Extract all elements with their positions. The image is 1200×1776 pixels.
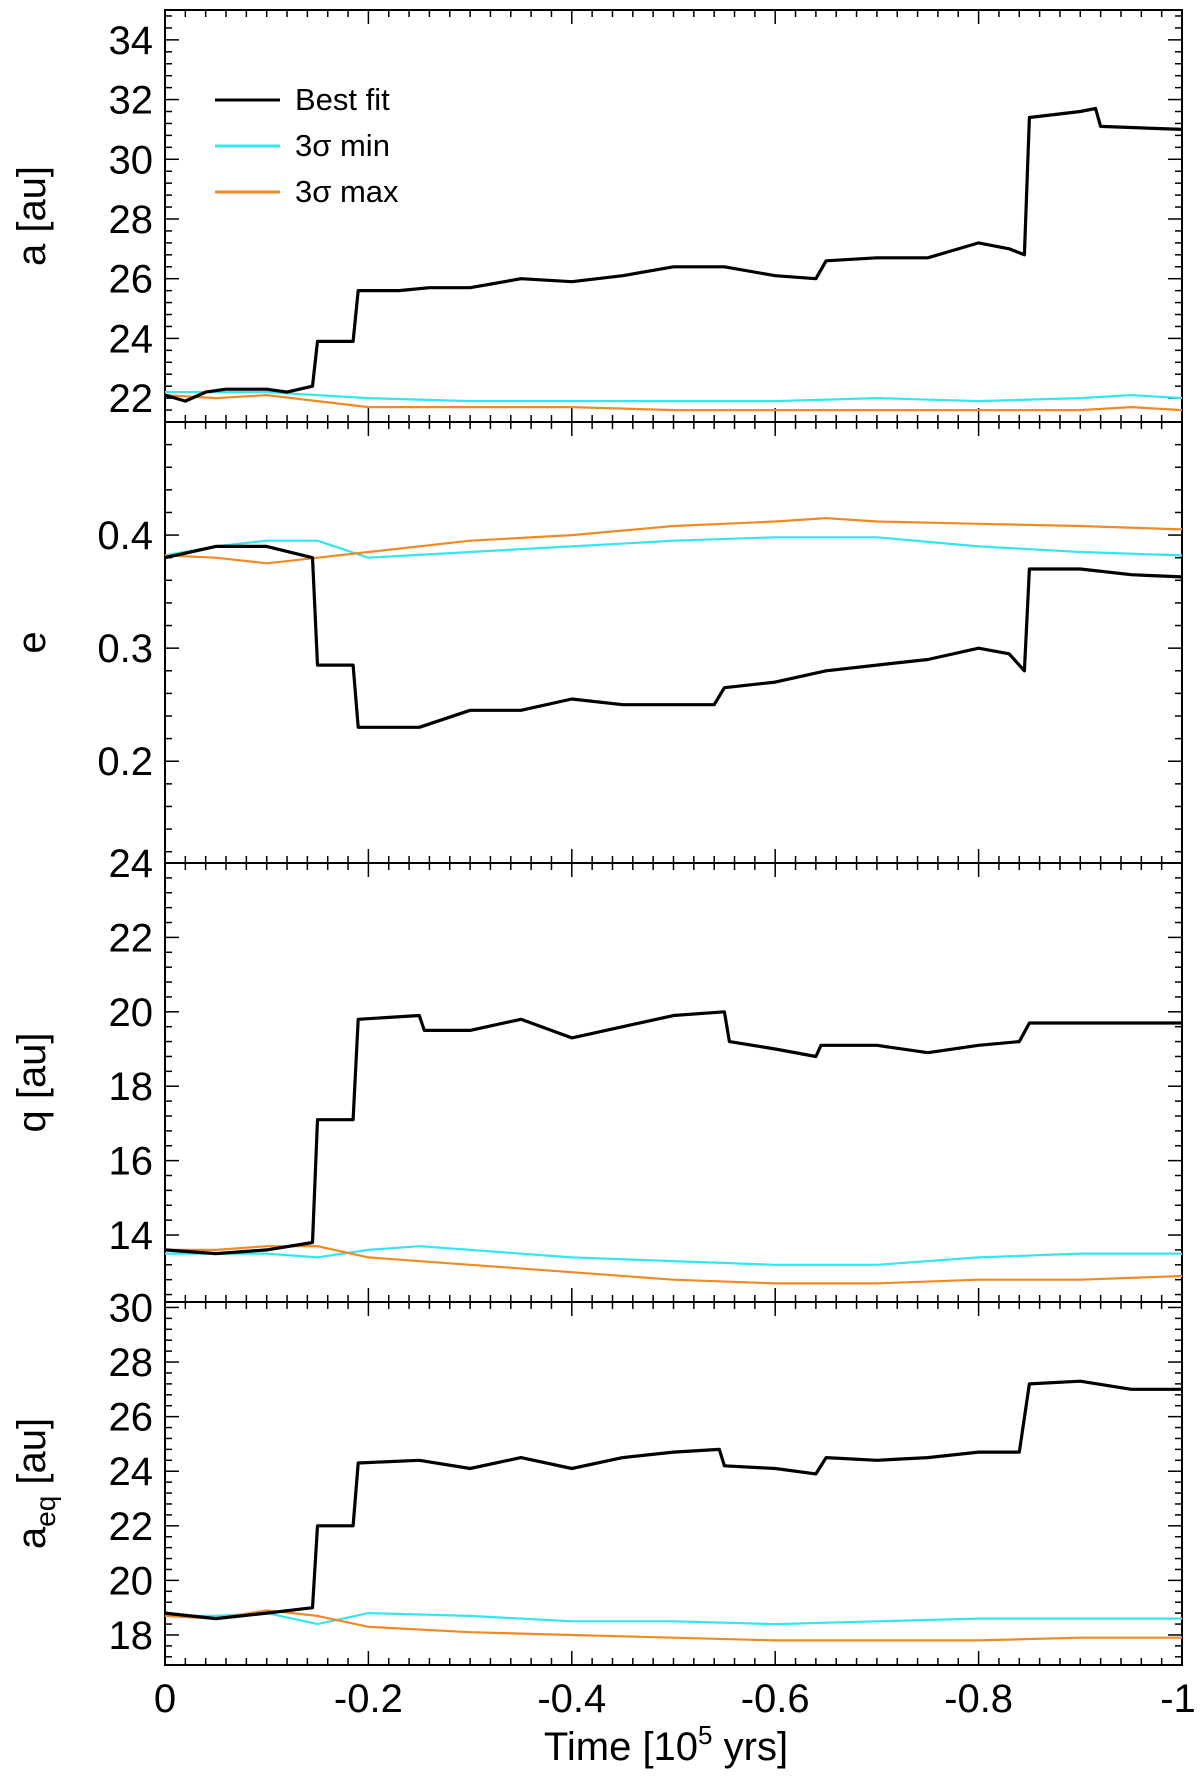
y-tick-label: 26 [109,258,154,302]
series-line-3sigma-max [165,1609,1182,1642]
y-tick-label: 14 [109,1214,154,1258]
x-tick-label: -0.6 [741,1677,810,1721]
x-tick-label: -0.4 [537,1677,606,1721]
y-axis-label: q [au] [10,1032,54,1132]
series-line-best-fit [165,1010,1182,1256]
series-line-3sigma-min [165,391,1182,403]
y-tick-label: 28 [109,198,154,242]
series-line-best-fit [165,544,1182,729]
y-tick-label: 24 [109,1450,154,1494]
y-tick-label: 22 [109,916,154,960]
y-tick-label: 0.2 [97,740,153,784]
panel-3: 14 16 18 20 22 24 q [au] [10,842,1183,1303]
y-tick-label: 30 [109,1286,154,1330]
plot-frame [164,1301,1183,1666]
series-line-3sigma-min [165,1611,1182,1626]
x-tick-labels: 0 -0.2 -0.4 -0.6 -0.8 -1 [154,1677,1196,1721]
y-tick-label: 32 [109,79,154,123]
y-tick-label: 16 [109,1140,154,1184]
y-tick-label: 34 [109,19,154,63]
panel-2: 0.2 0.3 0.4 e [10,421,1183,864]
series-line-3sigma-max [165,516,1182,565]
y-tick-label: 30 [109,138,154,182]
x-tick-label: -0.8 [944,1677,1013,1721]
panel-1: 22 24 26 28 30 32 34 a [au] [10,9,1183,423]
y-tick-label: 18 [109,1614,154,1658]
y-tick-label: 20 [109,991,154,1035]
plot-frame [164,9,1183,423]
y-tick-label: 22 [109,1505,154,1549]
y-tick-label: 0.3 [97,627,153,671]
y-axis-label: a [au] [10,166,54,266]
series-line-3sigma-min [165,536,1182,559]
y-tick-label: 28 [109,1341,154,1385]
legend: Best fit 3σ min 3σ max [215,82,399,209]
y-tick-label: 22 [109,377,154,421]
legend-label-best-fit: Best fit [295,82,390,117]
series-line-best-fit [165,106,1182,403]
x-axis-label: Time [105 yrs] [544,1720,788,1769]
x-tick-label: -1 [1160,1677,1196,1721]
series-line-3sigma-min [165,1245,1182,1266]
y-tick-label: 24 [109,317,154,361]
legend-label-3sigma-min: 3σ min [295,128,390,163]
y-tick-label: 20 [109,1559,154,1603]
y-tick-label: 0.4 [97,514,153,558]
y-axis-label: aeq [au] [10,1418,61,1549]
plot-frame [164,862,1183,1303]
x-tick-label: -0.2 [334,1677,403,1721]
series-line-3sigma-max [165,1245,1182,1285]
y-axis-label: e [10,631,54,653]
x-tick-label: 0 [154,1677,176,1721]
y-tick-label: 24 [109,842,154,886]
y-tick-label: 18 [109,1065,154,1109]
series-line-3sigma-max [165,394,1182,412]
legend-label-3sigma-max: 3σ max [295,174,399,209]
panel-4: 18 20 22 24 26 28 30 aeq [au] [10,1286,1183,1666]
y-tick-label: 26 [109,1396,154,1440]
series-line-best-fit [165,1379,1182,1621]
